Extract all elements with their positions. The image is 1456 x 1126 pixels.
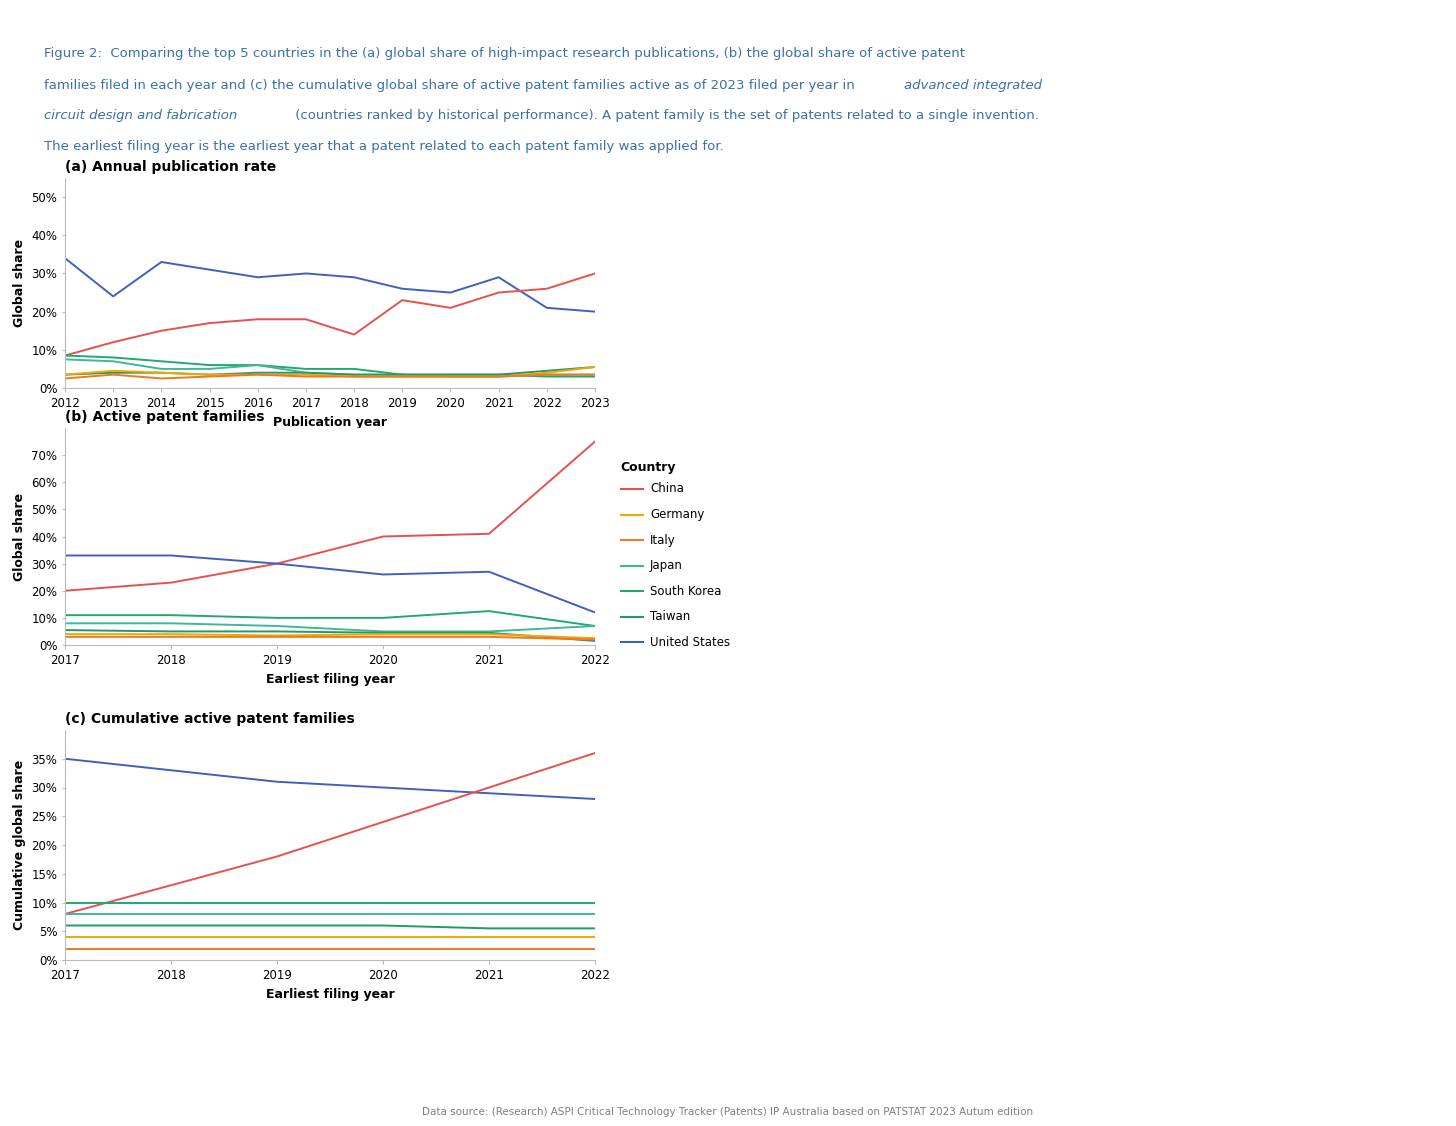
Text: families filed in each year and (c) the cumulative global share of active patent: families filed in each year and (c) the … <box>44 79 859 92</box>
Y-axis label: Global share: Global share <box>13 239 26 327</box>
Text: Data source: (Research) ASPI Critical Technology Tracker (Patents) IP Australia : Data source: (Research) ASPI Critical Te… <box>422 1107 1034 1117</box>
Text: advanced integrated: advanced integrated <box>904 79 1042 92</box>
Text: (c) Cumulative active patent families: (c) Cumulative active patent families <box>66 712 355 726</box>
Text: Country: Country <box>620 461 676 474</box>
Text: circuit design and fabrication: circuit design and fabrication <box>44 109 237 123</box>
Text: The earliest filing year is the earliest year that a patent related to each pate: The earliest filing year is the earliest… <box>44 140 724 153</box>
Text: (a) Annual publication rate: (a) Annual publication rate <box>66 160 277 175</box>
Text: (b) Active patent families: (b) Active patent families <box>66 410 265 425</box>
Text: China: China <box>649 483 684 495</box>
Text: South Korea: South Korea <box>649 584 721 598</box>
Y-axis label: Global share: Global share <box>13 492 26 581</box>
Text: Japan: Japan <box>649 560 683 572</box>
Text: United States: United States <box>649 636 729 649</box>
X-axis label: Earliest filing year: Earliest filing year <box>265 672 395 686</box>
Text: Taiwan: Taiwan <box>649 610 690 623</box>
Text: Figure 2:  Comparing the top 5 countries in the (a) global share of high-impact : Figure 2: Comparing the top 5 countries … <box>44 47 965 61</box>
Text: Germany: Germany <box>649 508 705 521</box>
X-axis label: Earliest filing year: Earliest filing year <box>265 988 395 1001</box>
Text: Italy: Italy <box>649 534 676 546</box>
X-axis label: Publication year: Publication year <box>274 415 387 429</box>
Text: (countries ranked by historical performance). A patent family is the set of pate: (countries ranked by historical performa… <box>291 109 1040 123</box>
Y-axis label: Cumulative global share: Cumulative global share <box>13 760 26 930</box>
